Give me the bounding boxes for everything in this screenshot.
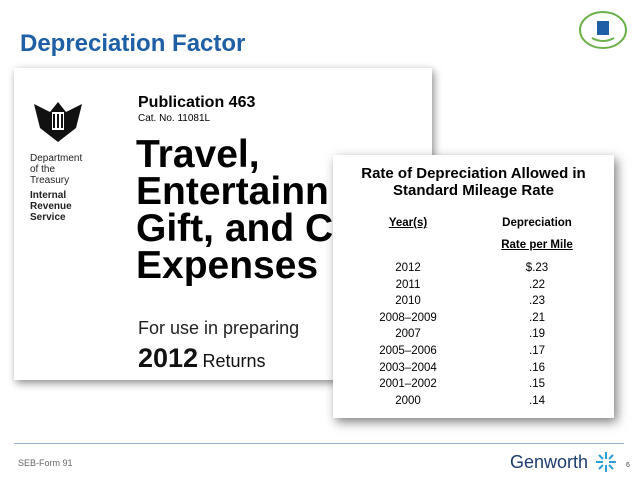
table-title-line: Standard Mileage Rate (393, 182, 554, 199)
rate-table-card: Rate of Depreciation Allowed in Standard… (333, 155, 614, 418)
badge-logo (579, 11, 627, 49)
title-line: Expenses (136, 244, 319, 287)
table-subheader: Rate per Mile (501, 239, 573, 251)
publication-year-suffix: Returns (202, 351, 266, 371)
brand-logo (596, 452, 616, 472)
year-cell: 2012 (395, 262, 421, 274)
publication-year: 2012 (138, 343, 199, 373)
agency-line: Treasury (30, 175, 70, 186)
rate-cell: .21 (529, 311, 545, 324)
title-line: Gift, and C (136, 207, 334, 250)
table-header: Year(s) (388, 217, 428, 229)
agency-line: Department (30, 153, 83, 164)
agency-line: of the (30, 164, 56, 175)
service-line: Internal (30, 190, 67, 201)
title-line: Travel, (136, 133, 260, 176)
footer-rule (14, 443, 624, 444)
irs-eagle-logo (34, 102, 82, 142)
service-line: Revenue (30, 201, 72, 212)
year-cell: 2008–2009 (379, 311, 437, 324)
year-cell: 2010 (395, 295, 421, 308)
catalog-number: Cat. No. 11081L (138, 113, 211, 124)
publication-year-line: 2012 Returns (138, 343, 266, 374)
table-header: Depreciation (502, 217, 572, 229)
brand-name: Genworth (510, 452, 589, 472)
agency: Department of the Treasury (30, 153, 82, 186)
rate-cell: .14 (529, 394, 545, 407)
rate-cell: $.23 (525, 262, 549, 274)
year-cell: 2011 (395, 278, 421, 291)
publication-title: Travel, Entertainn Gift, and C Expenses (136, 133, 334, 287)
rate-cell: .17 (529, 345, 545, 357)
title-line: Entertainn (136, 170, 329, 213)
rate-cell: .15 (529, 378, 545, 391)
year-cell: 2007 (395, 328, 421, 341)
publication-subtitle: For use in preparing (138, 318, 300, 338)
year-cell: 2003–2004 (379, 361, 437, 374)
service: Internal Revenue Service (30, 190, 72, 223)
publication-name: Publication 463 (138, 94, 256, 111)
footer-text: SEB-Form 91 (18, 458, 73, 468)
year-cell: 2005–2006 (379, 345, 437, 357)
table-title-line: Rate of Depreciation Allowed in (361, 165, 586, 182)
rate-cell: .19 (529, 328, 545, 341)
year-cell: 2001–2002 (379, 378, 437, 391)
slide-title: Depreciation Factor (20, 30, 246, 57)
year-cell: 2000 (395, 394, 421, 407)
page-number: 6 (626, 462, 630, 469)
rate-cell: .16 (529, 361, 545, 374)
service-line: Service (30, 212, 66, 223)
rate-cell: .23 (529, 295, 545, 308)
rate-cell: .22 (529, 278, 545, 291)
